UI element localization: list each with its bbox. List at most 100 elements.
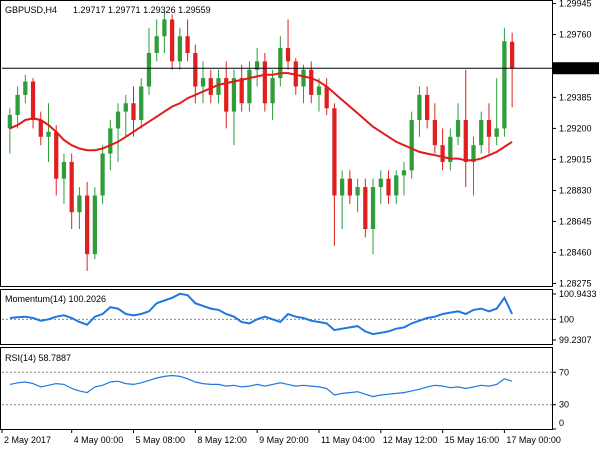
candle bbox=[154, 19, 159, 62]
candle-body bbox=[115, 111, 121, 129]
candle-body bbox=[255, 61, 260, 70]
candle-body bbox=[177, 36, 182, 62]
y-tick-label: 1.28830 bbox=[559, 185, 592, 195]
candle-body bbox=[185, 36, 190, 53]
candle-body bbox=[170, 19, 175, 62]
candle bbox=[23, 74, 28, 104]
candle bbox=[115, 103, 121, 162]
main-panel bbox=[0, 0, 553, 287]
candle bbox=[193, 44, 198, 104]
candle-body bbox=[355, 187, 360, 196]
candle bbox=[355, 178, 360, 213]
candle-body bbox=[247, 69, 252, 104]
candle bbox=[100, 145, 105, 204]
candle bbox=[347, 170, 352, 204]
candle-body bbox=[162, 19, 167, 37]
x-tick-label: 12 May 12:00 bbox=[383, 435, 438, 445]
candle bbox=[394, 170, 399, 204]
sma-line bbox=[9, 72, 513, 162]
candle bbox=[332, 103, 337, 246]
candle bbox=[270, 69, 275, 121]
x-tick-label: 4 May 00:00 bbox=[74, 435, 124, 445]
y-tick-label: 1.29760 bbox=[559, 30, 592, 40]
candle-body bbox=[200, 78, 206, 87]
momentum-y-tick-label: 99.2307 bbox=[559, 335, 592, 345]
candle-body bbox=[54, 131, 59, 179]
candle-body bbox=[463, 120, 468, 162]
candle-body bbox=[108, 128, 113, 154]
candle bbox=[440, 128, 445, 171]
candle-body bbox=[123, 103, 128, 112]
candle bbox=[448, 128, 453, 171]
candle-body bbox=[370, 187, 376, 229]
candle bbox=[471, 136, 476, 196]
x-tick-label: 5 May 08:00 bbox=[136, 435, 186, 445]
candle-body bbox=[285, 47, 291, 62]
candle bbox=[340, 170, 345, 229]
candle-body bbox=[502, 41, 507, 129]
candle-body bbox=[193, 52, 198, 87]
candle-body bbox=[340, 178, 345, 196]
candle-body bbox=[332, 108, 337, 196]
candle-body bbox=[23, 81, 28, 95]
candle-body bbox=[417, 94, 422, 121]
candle-body bbox=[92, 195, 97, 255]
candle bbox=[54, 125, 59, 196]
candle bbox=[409, 111, 414, 179]
candle bbox=[386, 170, 391, 204]
candle bbox=[85, 182, 90, 271]
candle bbox=[401, 161, 407, 196]
candle-body bbox=[378, 178, 383, 188]
candle bbox=[239, 64, 244, 112]
candle-body bbox=[262, 61, 267, 104]
candle-body bbox=[77, 195, 82, 213]
candle bbox=[131, 86, 136, 137]
candle-body bbox=[46, 131, 51, 137]
candle-body bbox=[38, 120, 43, 137]
candle bbox=[285, 19, 291, 70]
candle-body bbox=[239, 78, 244, 104]
candle bbox=[77, 187, 82, 229]
candle-body bbox=[301, 69, 306, 87]
candle bbox=[301, 64, 306, 104]
rsi-y-tick-label: 70 bbox=[559, 367, 569, 377]
candle-body bbox=[440, 145, 445, 162]
candle-body bbox=[7, 115, 12, 129]
x-tick-label: 9 May 20:00 bbox=[259, 435, 309, 445]
momentum-y-tick-label: 100.9433 bbox=[559, 289, 597, 299]
x-tick-label: 15 May 16:00 bbox=[445, 435, 500, 445]
candle bbox=[370, 178, 376, 255]
current-price-box bbox=[553, 62, 599, 75]
candle-body bbox=[409, 120, 414, 171]
candle bbox=[425, 86, 430, 129]
x-tick-label: 11 May 04:00 bbox=[321, 435, 375, 445]
candle bbox=[38, 111, 43, 146]
candle bbox=[46, 103, 51, 162]
candle-body bbox=[85, 195, 90, 255]
candle-body bbox=[309, 69, 314, 95]
rsi-y-tick-label: 0 bbox=[559, 418, 564, 428]
candle bbox=[170, 14, 175, 70]
y-tick-label: 1.28645 bbox=[559, 216, 592, 226]
candle-body bbox=[494, 128, 499, 137]
x-tick-label: 17 May 00:00 bbox=[506, 435, 561, 445]
candle bbox=[455, 103, 461, 146]
candle bbox=[502, 27, 507, 137]
candle bbox=[494, 78, 499, 146]
candle-body bbox=[278, 47, 283, 79]
candle bbox=[255, 47, 260, 87]
candle-body bbox=[231, 78, 237, 112]
candle-body bbox=[146, 52, 152, 87]
candle-body bbox=[224, 78, 229, 112]
candle bbox=[432, 103, 437, 154]
candle-body bbox=[61, 161, 67, 179]
candle-body bbox=[69, 161, 74, 213]
candle bbox=[216, 69, 221, 104]
candle bbox=[139, 78, 144, 129]
momentum-line bbox=[9, 292, 514, 336]
candle bbox=[510, 32, 515, 108]
chart-title: GBPUSD,H4 bbox=[5, 5, 57, 15]
candle bbox=[463, 69, 468, 188]
rsi-y-tick-label: 30 bbox=[559, 400, 569, 410]
candle-body bbox=[139, 86, 144, 121]
